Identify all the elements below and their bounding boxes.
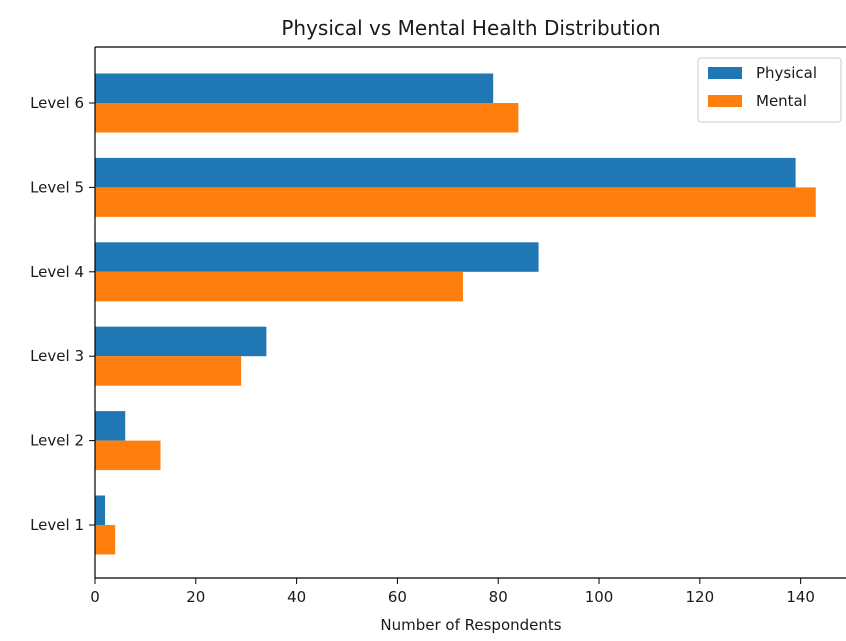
y-tick-label: Level 3 xyxy=(30,347,84,365)
axes-layer: 0 20 40 60 80 100 120 140 Level 1 Level 2 Level 3 L… xyxy=(30,46,846,606)
x-tick-label: 20 xyxy=(186,588,205,606)
bar-physical-level-4 xyxy=(95,242,539,272)
legend-swatch-physical xyxy=(708,67,742,79)
y-tick-label: Level 4 xyxy=(30,263,84,281)
x-tick-label: 140 xyxy=(786,588,815,606)
bar-mental-level-4 xyxy=(95,271,463,302)
chart-title: Physical vs Mental Health Distribution xyxy=(281,16,660,40)
y-tick-label: Level 6 xyxy=(30,94,84,112)
y-tick-label: Level 1 xyxy=(30,516,84,534)
y-tick-label: Level 5 xyxy=(30,178,84,196)
y-tick-label: Level 2 xyxy=(30,432,84,450)
x-axis-label: Number of Respondents xyxy=(380,616,561,634)
legend-label-physical: Physical xyxy=(756,64,817,82)
x-tick-label: 40 xyxy=(287,588,306,606)
legend: Physical Mental xyxy=(697,57,842,123)
legend-label-mental: Mental xyxy=(756,92,807,110)
x-tick-label: 60 xyxy=(388,588,407,606)
bar-mental-level-1 xyxy=(95,525,116,555)
x-tick-label: 0 xyxy=(90,588,100,606)
bar-physical-level-5 xyxy=(95,157,796,188)
bars-layer xyxy=(95,73,816,555)
bar-mental-level-3 xyxy=(95,356,242,386)
bar-mental-level-2 xyxy=(95,440,161,471)
bar-physical-level-3 xyxy=(95,326,267,357)
legend-swatch-mental xyxy=(708,95,742,107)
bar-physical-level-2 xyxy=(95,411,126,441)
bar-mental-level-5 xyxy=(95,187,816,217)
bar-physical-level-6 xyxy=(95,73,494,103)
bar-physical-level-1 xyxy=(95,495,106,525)
x-tick-label: 120 xyxy=(686,588,715,606)
x-tick-label: 100 xyxy=(585,588,614,606)
x-tick-label: 80 xyxy=(489,588,508,606)
bar-mental-level-6 xyxy=(95,103,519,133)
